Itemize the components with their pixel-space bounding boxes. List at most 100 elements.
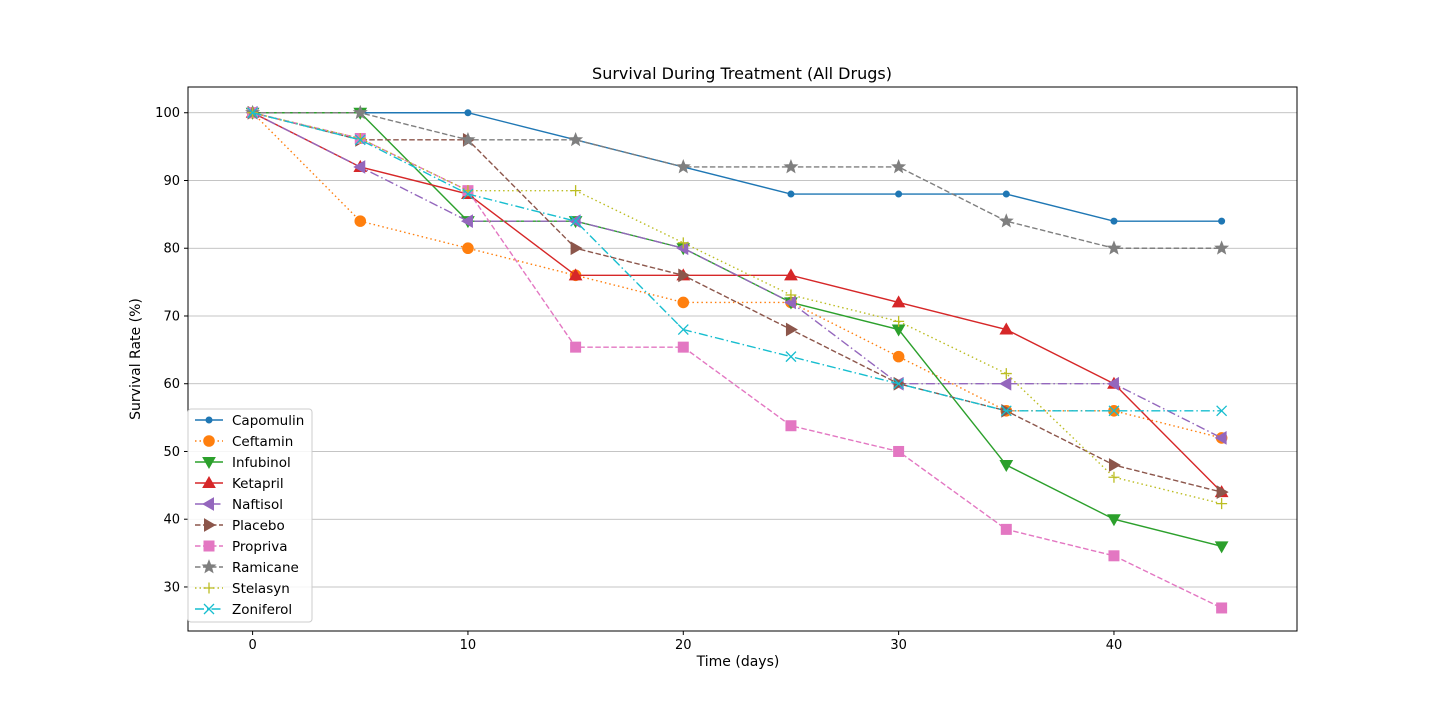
x-tick-label: 40	[1106, 638, 1123, 653]
x-tick-label: 20	[675, 638, 692, 653]
data-point	[247, 107, 259, 119]
data-point	[568, 131, 584, 147]
legend-marker	[202, 457, 216, 470]
data-point	[893, 445, 905, 457]
data-point	[460, 214, 473, 228]
data-point	[1214, 541, 1229, 554]
data-point	[677, 296, 690, 309]
data-point	[1214, 240, 1230, 255]
data-point	[783, 159, 799, 174]
data-point	[787, 190, 795, 198]
data-point	[570, 241, 583, 256]
data-point	[568, 268, 583, 281]
data-point	[893, 315, 905, 327]
legend-marker	[203, 435, 215, 447]
data-point	[785, 322, 798, 337]
data-point	[1216, 485, 1229, 499]
series-line	[252, 112, 1222, 439]
data-point	[891, 295, 906, 308]
axes: 30 40 50 60 70 80 90 100 0 10 20 30 40	[155, 106, 1122, 653]
data-point	[354, 134, 366, 146]
series-line	[252, 112, 1223, 493]
x-axis-label: Time (days)	[696, 654, 780, 670]
legend-label: Infubinol	[232, 455, 291, 471]
data-point	[785, 351, 797, 363]
data-point	[462, 188, 474, 200]
data-point	[1216, 498, 1228, 510]
data-point	[1002, 190, 1010, 198]
data-point	[353, 160, 366, 174]
series-zoniferol	[247, 107, 1228, 417]
legend-label: Placebo	[232, 518, 285, 534]
plot-frame	[187, 86, 1298, 632]
data-point	[1216, 405, 1228, 417]
x-tick-label: 0	[248, 638, 256, 653]
legend-item-naftisol: Naftisol	[195, 497, 283, 513]
data-point	[677, 237, 689, 249]
data-point	[570, 185, 582, 197]
data-point	[1108, 405, 1120, 417]
series-line	[252, 112, 1222, 222]
y-tick-label: 90	[163, 174, 180, 189]
data-point	[1107, 514, 1121, 527]
series-line	[252, 112, 1222, 505]
data-point	[999, 322, 1014, 335]
series-ramicane	[245, 104, 1230, 255]
data-point	[1000, 523, 1012, 535]
data-point	[785, 289, 797, 301]
legend-marker	[203, 540, 215, 552]
x-tick-label: 30	[890, 638, 907, 653]
series-line	[252, 112, 1222, 249]
data-point	[892, 350, 905, 363]
chart-title: Survival During Treatment (All Drugs)	[592, 64, 892, 83]
data-point	[464, 109, 472, 117]
series-ketapril	[245, 105, 1229, 498]
legend-marker	[201, 497, 214, 511]
data-point	[1108, 458, 1121, 472]
legend-label: Capomulin	[232, 413, 304, 429]
legend-label: Ceftamin	[232, 434, 293, 450]
data-point	[676, 241, 689, 256]
data-point	[785, 420, 797, 432]
y-axis-label: Survival Rate (%)	[128, 298, 144, 420]
data-point	[677, 341, 689, 353]
data-point	[675, 159, 691, 174]
legend-item-zoniferol: Zoniferol	[195, 602, 292, 618]
data-point	[1216, 602, 1228, 614]
data-point	[352, 104, 368, 120]
y-tick-label: 50	[163, 445, 180, 460]
legend-marker	[201, 559, 217, 574]
data-point	[460, 131, 476, 147]
legend-marker	[203, 582, 215, 594]
legend-marker	[205, 416, 213, 424]
series-line	[252, 112, 1222, 439]
data-point	[999, 376, 1012, 391]
data-point	[678, 268, 691, 283]
legend-item-ramicane: Ramicane	[195, 559, 299, 576]
legend: Capomulin Ceftamin Infubinol Ketapril Naftis…	[187, 408, 313, 623]
legend-item-stelasyn: Stelasyn	[195, 581, 290, 597]
data-point	[1000, 368, 1012, 380]
legend-marker	[202, 475, 216, 488]
data-point	[1000, 405, 1012, 417]
data-point	[1214, 431, 1227, 445]
y-tick-label: 40	[163, 513, 180, 528]
legend-label: Stelasyn	[232, 581, 290, 597]
legend-item-ceftamin: Ceftamin	[195, 434, 293, 450]
legend-item-ketapril: Ketapril	[195, 475, 284, 492]
legend-item-capomulin: Capomulin	[195, 413, 304, 429]
legend-item-propriva: Propriva	[195, 539, 288, 555]
y-tick-label: 100	[155, 106, 180, 121]
data-point	[570, 341, 582, 353]
y-tick-label: 60	[163, 377, 180, 392]
y-tick-label: 30	[163, 580, 180, 595]
data-point	[1218, 217, 1226, 225]
data-point	[891, 159, 907, 174]
data-point	[893, 378, 905, 390]
data-point	[462, 242, 474, 255]
legend-marker	[203, 603, 215, 615]
data-point	[895, 190, 903, 198]
data-point	[784, 268, 798, 281]
legend-marker	[204, 518, 217, 532]
legend-label: Zoniferol	[232, 602, 292, 618]
